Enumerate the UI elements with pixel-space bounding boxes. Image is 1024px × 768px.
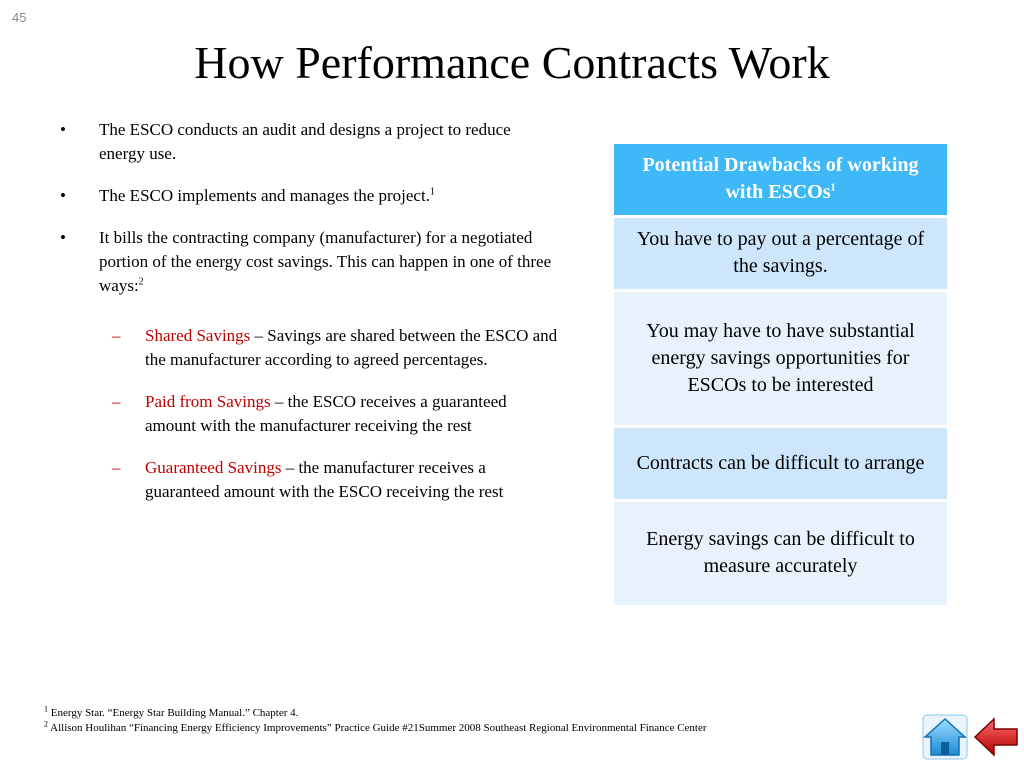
footnote: 2 Allison Houlihan “Financing Energy Eff…	[44, 719, 904, 736]
footnote-ref: 1	[429, 186, 435, 198]
footnote-ref: 1	[830, 182, 836, 194]
dash-mark: –	[112, 392, 121, 411]
footnote-ref: 2	[138, 276, 144, 288]
table-row: Energy savings can be difficult to measu…	[614, 500, 947, 608]
home-icon	[922, 714, 968, 760]
bullet-mark: •	[60, 186, 66, 205]
table-header-text: Potential Drawbacks of working with ESCO…	[642, 154, 919, 204]
footnotes: 1 Energy Star. “Energy Star Building Man…	[44, 704, 904, 736]
sub-bullet-text: – the ESCO receives a guaranteed amount …	[145, 392, 507, 435]
back-button[interactable]	[972, 713, 1020, 761]
back-arrow-icon	[973, 717, 1018, 757]
table-header: Potential Drawbacks of working with ESCO…	[614, 144, 947, 218]
bullet-list: • The ESCO conducts an audit and designs…	[60, 118, 560, 522]
home-button[interactable]	[921, 713, 969, 761]
table-row: You have to pay out a percentage of the …	[614, 216, 947, 292]
sub-bullet-item: – Shared Savings – Savings are shared be…	[60, 324, 560, 372]
footnote-number: 2	[44, 719, 48, 729]
sub-bullet-item: – Guaranteed Savings – the manufacturer …	[60, 456, 560, 504]
dash-mark: –	[112, 458, 121, 477]
bullet-text: The ESCO conducts an audit and designs a…	[99, 120, 511, 163]
table-row: You may have to have substantial energy …	[614, 290, 947, 428]
sub-bullet-item: – Paid from Savings – the ESCO receives …	[60, 390, 560, 438]
bullet-item: • It bills the contracting company (manu…	[60, 226, 560, 298]
term-shared-savings: Shared Savings	[145, 326, 251, 345]
footnote-text: Allison Houlihan “Financing Energy Effic…	[48, 722, 707, 734]
table-cell: You have to pay out a percentage of the …	[614, 216, 947, 292]
bullet-item: • The ESCO conducts an audit and designs…	[60, 118, 560, 166]
slide-number: 45	[12, 10, 27, 25]
slide-title: How Performance Contracts Work	[194, 37, 830, 88]
sub-bullet-text: – Savings are shared between the ESCO an…	[145, 326, 558, 369]
drawbacks-table: Potential Drawbacks of working with ESCO…	[614, 144, 947, 608]
footnote-text: Energy Star. “Energy Star Building Manua…	[48, 707, 299, 719]
bullet-mark: •	[60, 120, 66, 139]
footnote-number: 1	[44, 704, 48, 714]
term-guaranteed-savings: Guaranteed Savings	[145, 458, 282, 477]
table-cell: You may have to have substantial energy …	[614, 290, 947, 428]
sub-bullet-text: – the manufacturer receives a guaranteed…	[145, 458, 504, 501]
table-row: Contracts can be difficult to arrange	[614, 426, 947, 502]
term-paid-from-savings: Paid from Savings	[145, 392, 271, 411]
table-cell: Energy savings can be difficult to measu…	[614, 500, 947, 608]
footnote: 1 Energy Star. “Energy Star Building Man…	[44, 704, 904, 721]
bullet-item: • The ESCO implements and manages the pr…	[60, 184, 560, 208]
bullet-text: It bills the contracting company (manufa…	[99, 228, 552, 295]
dash-mark: –	[112, 326, 121, 345]
bullet-mark: •	[60, 228, 66, 247]
bullet-text: The ESCO implements and manages the proj…	[99, 186, 430, 205]
table-cell: Contracts can be difficult to arrange	[614, 426, 947, 502]
